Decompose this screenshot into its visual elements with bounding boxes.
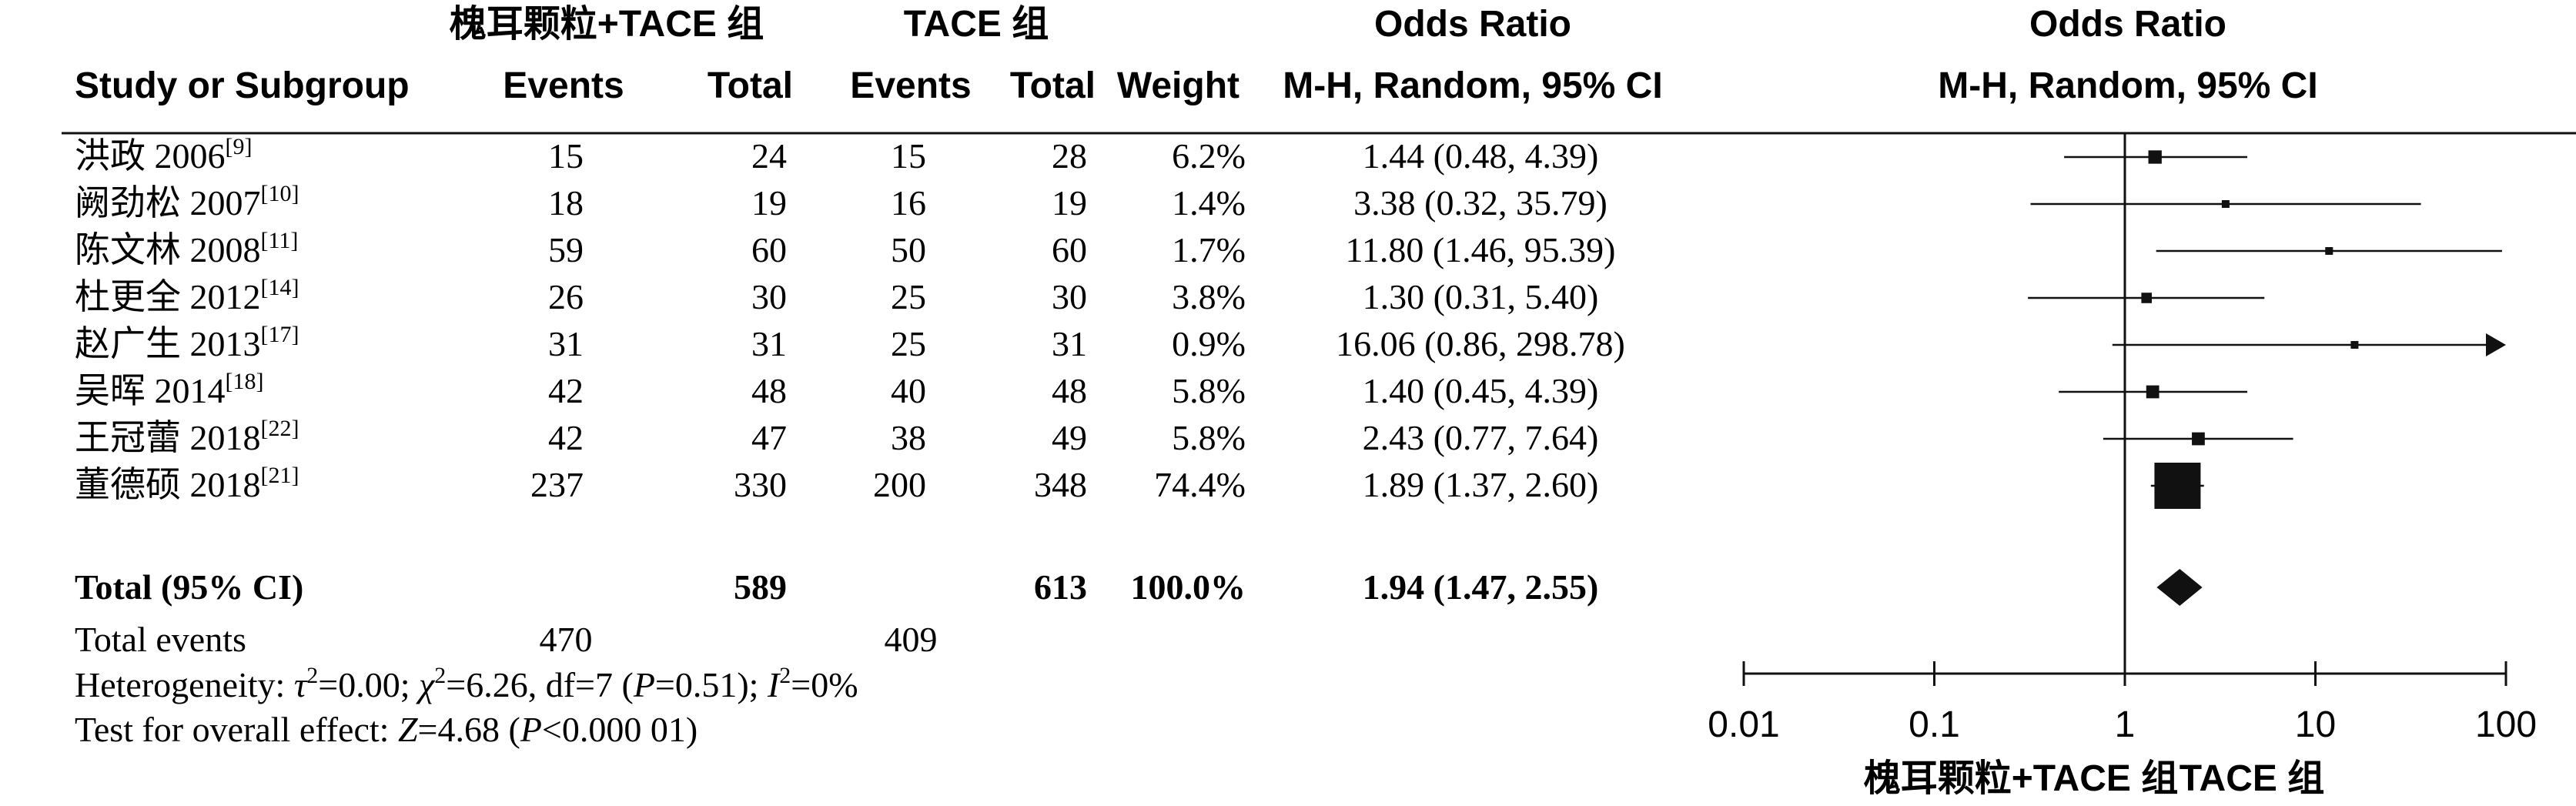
odds-ratio-header-table: Odds Ratio bbox=[1374, 4, 1571, 45]
study-exp-total: 60 bbox=[751, 230, 787, 269]
overall-effect-text: Test for overall effect: Z=4.68 (P<0.000… bbox=[75, 710, 698, 749]
ci-arrow bbox=[2486, 333, 2506, 356]
study-exp-events: 42 bbox=[548, 418, 584, 457]
study-exp-events: 31 bbox=[548, 324, 584, 363]
axis-tick-label: 10 bbox=[2295, 704, 2336, 745]
point-estimate bbox=[2192, 432, 2205, 446]
study-weight: 1.4% bbox=[1172, 183, 1246, 222]
exp-total-header: Total bbox=[708, 65, 793, 106]
study-name: 阙劲松 2007[10] bbox=[75, 181, 299, 222]
study-name: 陈文林 2008[11] bbox=[75, 228, 298, 269]
study-weight: 5.8% bbox=[1172, 371, 1246, 410]
study-weight: 0.9% bbox=[1172, 324, 1246, 363]
summary-diamond bbox=[2156, 569, 2203, 606]
study-ctl-total: 28 bbox=[1052, 136, 1087, 176]
point-estimate bbox=[2221, 200, 2230, 208]
method-header-table: M-H, Random, 95% CI bbox=[1283, 65, 1662, 106]
study-ci: 1.40 (0.45, 4.39) bbox=[1363, 371, 1599, 410]
study-ctl-total: 49 bbox=[1052, 418, 1087, 457]
study-name: 董德硕 2018[21] bbox=[75, 463, 299, 504]
point-estimate bbox=[2154, 463, 2201, 509]
exp-events-header: Events bbox=[503, 65, 624, 106]
point-estimate bbox=[2146, 385, 2159, 399]
point-estimate bbox=[2325, 247, 2333, 255]
study-ctl-total: 48 bbox=[1052, 371, 1087, 410]
study-weight: 1.7% bbox=[1172, 230, 1246, 269]
study-exp-total: 47 bbox=[751, 418, 787, 457]
total-weight: 100.0% bbox=[1131, 567, 1246, 607]
study-name: 赵广生 2013[17] bbox=[75, 322, 299, 363]
method-header-plot: M-H, Random, 95% CI bbox=[1938, 65, 2317, 106]
study-name: 杜更全 2012[14] bbox=[75, 275, 299, 316]
axis-tick-label: 0.1 bbox=[1909, 704, 1960, 745]
study-ctl-events: 25 bbox=[891, 277, 926, 316]
study-name: 洪政 2006[9] bbox=[75, 134, 252, 176]
point-estimate bbox=[2141, 293, 2152, 303]
total-exp-total: 589 bbox=[734, 567, 787, 607]
study-exp-events: 237 bbox=[530, 465, 584, 504]
favours-control-label: TACE 组 bbox=[2180, 758, 2324, 799]
ctl-total-header: Total bbox=[1010, 65, 1096, 106]
study-ci: 1.89 (1.37, 2.60) bbox=[1363, 465, 1599, 504]
study-weight: 3.8% bbox=[1172, 277, 1246, 316]
point-estimate bbox=[2350, 341, 2359, 349]
study-exp-total: 19 bbox=[751, 183, 787, 222]
study-ctl-total: 19 bbox=[1052, 183, 1087, 222]
total-events-label: Total events bbox=[75, 620, 246, 659]
study-rows: 洪政 2006[9] 15 24 15 28 6.2% 1.44 (0.48, 4.39) 阙… bbox=[75, 134, 1625, 504]
study-name: 吴晖 2014[18] bbox=[75, 369, 263, 410]
study-exp-events: 18 bbox=[548, 183, 584, 222]
study-ctl-total: 348 bbox=[1034, 465, 1087, 504]
total-ci: 1.94 (1.47, 2.55) bbox=[1363, 567, 1599, 607]
experimental-group-header: 槐耳颗粒+TACE 组 bbox=[450, 4, 764, 45]
study-ctl-events: 15 bbox=[891, 136, 926, 176]
study-weight: 6.2% bbox=[1172, 136, 1246, 176]
total-label: Total (95% CI) bbox=[75, 567, 303, 607]
study-exp-events: 42 bbox=[548, 371, 584, 410]
study-ctl-events: 200 bbox=[873, 465, 926, 504]
favours-experimental-label: 槐耳颗粒+TACE 组 bbox=[1864, 758, 2178, 799]
study-ctl-total: 31 bbox=[1052, 324, 1087, 363]
study-exp-events: 59 bbox=[548, 230, 584, 269]
study-ci: 2.43 (0.77, 7.64) bbox=[1363, 418, 1599, 457]
study-exp-total: 48 bbox=[751, 371, 787, 410]
study-ctl-events: 40 bbox=[891, 371, 926, 410]
study-name: 王冠蕾 2018[22] bbox=[75, 416, 299, 457]
study-exp-total: 24 bbox=[751, 136, 787, 176]
x-axis: 0.01 0.1 1 10 100 bbox=[1708, 661, 2537, 745]
study-ctl-total: 60 bbox=[1052, 230, 1087, 269]
study-ctl-events: 16 bbox=[891, 183, 926, 222]
study-weight: 5.8% bbox=[1172, 418, 1246, 457]
study-ctl-events: 38 bbox=[891, 418, 926, 457]
total-ctl-total: 613 bbox=[1034, 567, 1087, 607]
study-weight: 74.4% bbox=[1154, 465, 1246, 504]
study-ctl-total: 30 bbox=[1052, 277, 1087, 316]
heterogeneity-text: Heterogeneity: τ2=0.00; χ2=6.26, df=7 (P… bbox=[75, 663, 858, 704]
axis-tick-label: 1 bbox=[2115, 704, 2136, 745]
study-exp-events: 15 bbox=[548, 136, 584, 176]
study-ctl-events: 50 bbox=[891, 230, 926, 269]
control-group-header: TACE 组 bbox=[904, 4, 1049, 45]
ctl-events-header: Events bbox=[850, 65, 971, 106]
study-ci: 16.06 (0.86, 298.78) bbox=[1336, 324, 1625, 363]
study-ci: 3.38 (0.32, 35.79) bbox=[1353, 183, 1607, 222]
study-ci: 11.80 (1.46, 95.39) bbox=[1346, 230, 1616, 269]
axis-tick-label: 0.01 bbox=[1708, 704, 1779, 745]
study-header: Study or Subgroup bbox=[75, 65, 410, 106]
odds-ratio-header-plot: Odds Ratio bbox=[2029, 4, 2226, 45]
total-events-ctl: 409 bbox=[885, 620, 938, 659]
study-ci: 1.30 (0.31, 5.40) bbox=[1363, 277, 1599, 316]
point-estimate bbox=[2148, 150, 2162, 164]
study-ci: 1.44 (0.48, 4.39) bbox=[1363, 136, 1599, 176]
study-exp-total: 330 bbox=[734, 465, 787, 504]
forest-plot-area bbox=[2028, 132, 2506, 674]
axis-tick-label: 100 bbox=[2475, 704, 2537, 745]
study-ctl-events: 25 bbox=[891, 324, 926, 363]
study-exp-events: 26 bbox=[548, 277, 584, 316]
study-exp-total: 31 bbox=[751, 324, 787, 363]
weight-header: Weight bbox=[1117, 65, 1239, 106]
total-events-exp: 470 bbox=[540, 620, 593, 659]
study-exp-total: 30 bbox=[751, 277, 787, 316]
